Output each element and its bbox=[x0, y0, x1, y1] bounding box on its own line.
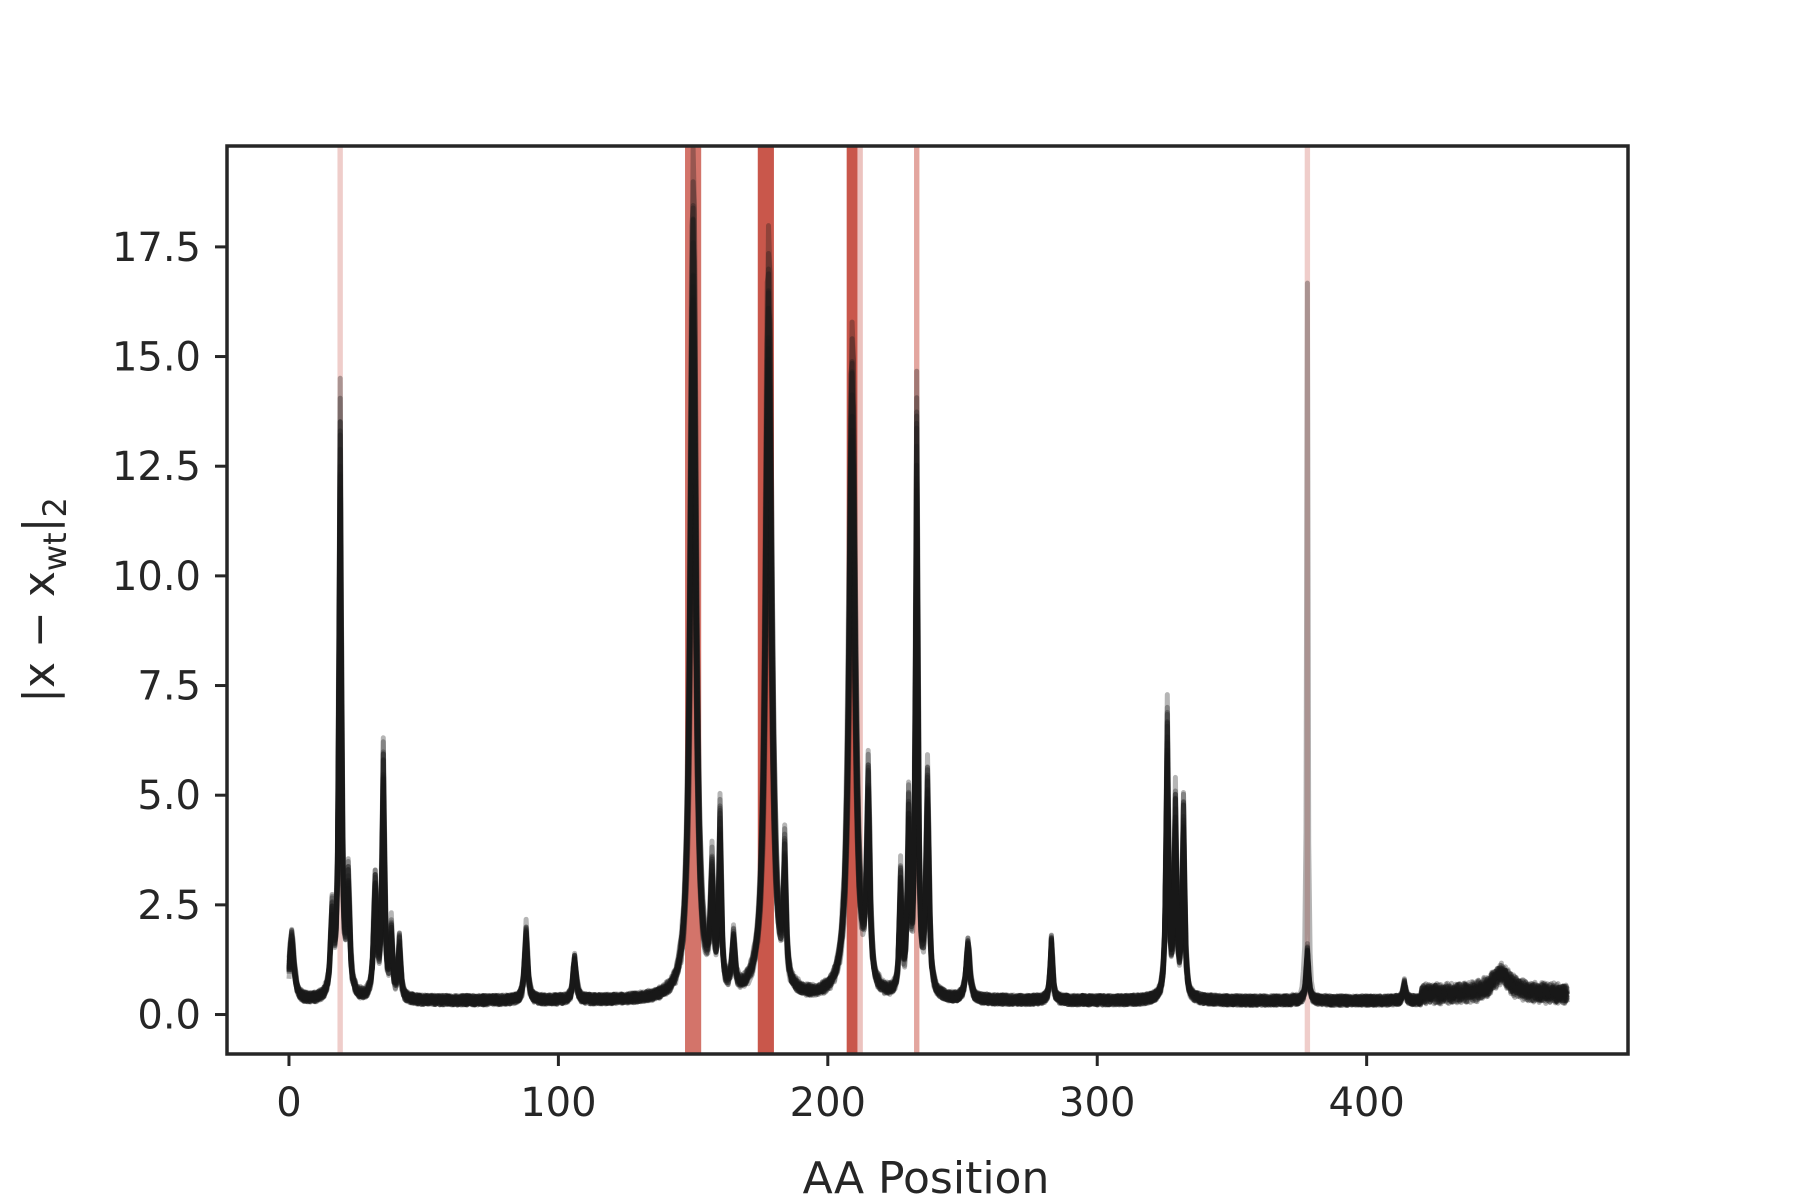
series-line bbox=[286, 310, 1570, 1008]
plot-border bbox=[225, 144, 1630, 1056]
y-tick-label: 15.0 bbox=[112, 335, 201, 381]
x-tick-label: 200 bbox=[790, 1080, 866, 1126]
series-line bbox=[286, 344, 1569, 1008]
series-line bbox=[286, 313, 1570, 1008]
x-tick-label: 100 bbox=[520, 1080, 596, 1126]
y-axis-title: |x − xwt|2 bbox=[14, 497, 74, 703]
y-tick-label: 12.5 bbox=[112, 444, 201, 490]
series-lines bbox=[286, 145, 1570, 1008]
x-tick-label: 0 bbox=[276, 1080, 301, 1126]
series-line bbox=[286, 318, 1569, 1008]
y-axis-title-bar: | bbox=[14, 518, 65, 533]
y-axis-title-subscript-wt: wt bbox=[36, 532, 74, 571]
plot-frame bbox=[225, 144, 1630, 1056]
series-line bbox=[286, 179, 1570, 1008]
highlight-band bbox=[685, 146, 702, 1054]
series-line bbox=[286, 295, 1570, 1008]
x-tick-label: 400 bbox=[1328, 1080, 1404, 1126]
series-line bbox=[286, 272, 1570, 1008]
series-line bbox=[286, 340, 1570, 1008]
y-tick-label: 5.0 bbox=[137, 773, 201, 819]
highlight-band bbox=[914, 146, 920, 1054]
series-line bbox=[286, 280, 1570, 1008]
x-tick-label: 300 bbox=[1059, 1080, 1135, 1126]
series-line bbox=[286, 240, 1570, 1008]
series-line bbox=[286, 357, 1570, 1008]
series-line bbox=[286, 217, 1570, 1008]
highlight-bands bbox=[337, 146, 1311, 1054]
y-tick-label: 10.0 bbox=[112, 554, 201, 600]
series-line bbox=[286, 318, 1569, 1008]
x-axis: 0 100 200 300 400 bbox=[276, 1054, 1405, 1126]
highlight-band bbox=[757, 146, 774, 1054]
highlight-band bbox=[857, 146, 863, 1054]
y-tick-label: 0.0 bbox=[137, 993, 201, 1039]
x-axis-title: AA Position bbox=[803, 1153, 1050, 1200]
y-axis-title-subscript-2: 2 bbox=[36, 497, 74, 517]
y-axis: 0.0 2.5 5.0 7.5 10.0 12.5 15.0 17.5 bbox=[112, 225, 227, 1039]
series-line bbox=[286, 284, 1570, 1008]
highlight-band bbox=[1304, 146, 1311, 1054]
y-tick-label: 7.5 bbox=[137, 664, 201, 710]
highlight-band bbox=[846, 146, 858, 1054]
highlight-band bbox=[337, 146, 343, 1054]
y-tick-label: 2.5 bbox=[137, 883, 201, 929]
series-line bbox=[286, 367, 1570, 1008]
series-line bbox=[286, 273, 1570, 1008]
series-line bbox=[286, 145, 1569, 1008]
series-line bbox=[286, 205, 1570, 1008]
series-line bbox=[286, 216, 1570, 1008]
series-line bbox=[286, 203, 1570, 1008]
y-tick-label: 17.5 bbox=[112, 225, 201, 271]
y-axis-title-main: |x − x bbox=[14, 571, 65, 703]
